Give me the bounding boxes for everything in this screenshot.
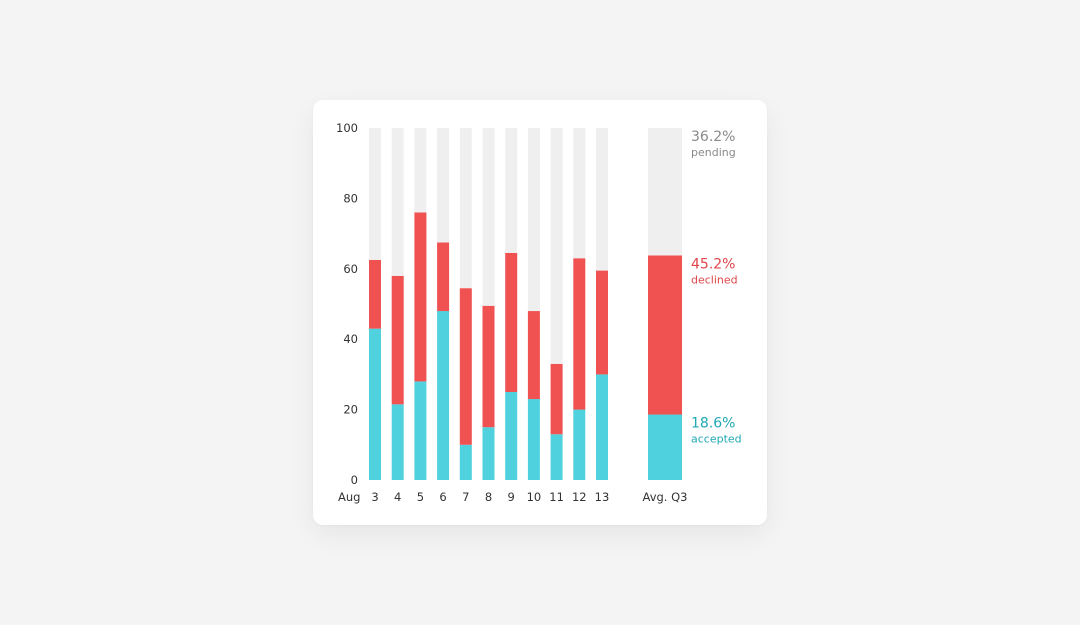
x-tick-label: 12 (572, 490, 587, 504)
y-tick-label: 80 (343, 191, 358, 205)
bar-segment-pending (459, 128, 472, 289)
bar-segment-accepted (369, 328, 381, 480)
x-tick-label: 13 (595, 490, 610, 504)
x-tick-label: 7 (462, 490, 469, 504)
bar-segment-accepted (505, 392, 518, 480)
x-tick-label: 8 (485, 490, 492, 504)
bar-segment-declined (482, 305, 495, 428)
x-tick-label: 5 (417, 490, 424, 504)
bar-segment-declined (459, 288, 472, 445)
bar-segment-declined (414, 212, 427, 382)
bar-segment-declined (437, 242, 450, 312)
bar-segment-pending (437, 128, 450, 243)
bar-segment-pending (482, 128, 495, 306)
x-tick-label: 9 (508, 490, 515, 504)
bar-segment-declined (527, 311, 540, 400)
bar-segment-pending (527, 128, 540, 312)
bar-segment-accepted (573, 409, 586, 480)
x-tick-label: 6 (439, 490, 446, 504)
bar-segment-accepted (482, 427, 495, 480)
summary-label-accepted: accepted (691, 433, 742, 446)
bar-segment-pending (369, 128, 381, 260)
bar-segment-accepted (391, 404, 404, 480)
x-tick-label: 4 (394, 490, 401, 504)
bar-segment-declined (573, 258, 586, 410)
bar-segment-pending (550, 128, 563, 364)
summary-segment-pending (648, 128, 682, 256)
summary-label-pending: pending (691, 146, 736, 159)
bar-segment-declined (369, 260, 381, 329)
bar-segment-accepted (550, 434, 563, 480)
summary-label-declined: declined (691, 273, 738, 286)
bar-segment-accepted (414, 381, 427, 480)
bar-segment-declined (391, 275, 404, 405)
y-tick-label: 20 (343, 403, 358, 417)
bar-segment-declined (596, 270, 608, 375)
bar-segment-pending (573, 128, 586, 259)
summary-percent-pending: 36.2% (691, 129, 735, 145)
bar-segment-pending (414, 128, 427, 213)
x-tick-label: 10 (527, 490, 542, 504)
summary-segment-accepted (648, 414, 682, 480)
bar-segment-pending (391, 128, 404, 276)
summary-x-label: Avg. Q3 (643, 490, 688, 504)
chart-card: 0 20 40 60 80 100 Aug 3 4 5 6 7 8 9 10 11 12 13 18.6% accep… (313, 100, 767, 525)
summary-percent-declined: 45.2% (691, 256, 735, 272)
y-tick-label: 100 (336, 121, 358, 135)
bar-segment-declined (505, 252, 518, 392)
summary-percent-accepted: 18.6% (691, 416, 735, 432)
bar-segment-accepted (437, 311, 450, 480)
stacked-bar-chart: 0 20 40 60 80 100 Aug 3 4 5 6 7 8 9 10 11 12 13 18.6%accep… (336, 121, 742, 504)
x-tick-label: 11 (549, 490, 564, 504)
summary-segment-declined (648, 255, 682, 415)
bar-segment-accepted (527, 399, 540, 480)
bar-segment-accepted (596, 374, 608, 480)
bar-segment-declined (550, 363, 563, 435)
bar-segment-pending (505, 128, 518, 253)
x-axis-prefix: Aug (338, 490, 360, 504)
bar-segment-pending (596, 128, 608, 271)
y-tick-label: 60 (343, 262, 358, 276)
x-tick-label: 3 (371, 490, 378, 504)
bar-segment-accepted (459, 444, 472, 480)
y-tick-label: 40 (343, 332, 358, 346)
y-tick-label: 0 (351, 473, 358, 487)
